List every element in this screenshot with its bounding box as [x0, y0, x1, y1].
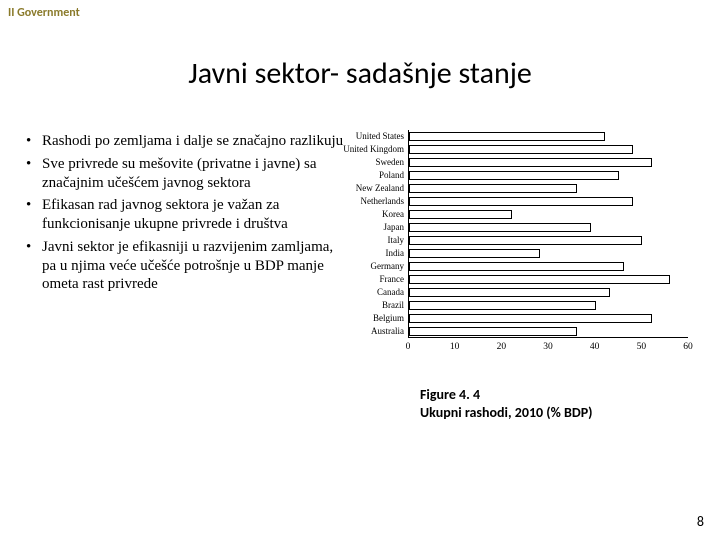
bar: [409, 236, 642, 245]
bar-row: [409, 195, 688, 208]
bar-row: [409, 325, 688, 338]
chart-x-tick: 20: [497, 342, 507, 352]
chart-y-label: Belgium: [332, 312, 404, 325]
chart-y-label: Italy: [332, 234, 404, 247]
bullet-item: Rashodi po zemljama i dalje se značajno …: [24, 132, 344, 151]
bullet-list: Rashodi po zemljama i dalje se značajno …: [24, 132, 344, 298]
chart-y-label: United Kingdom: [332, 143, 404, 156]
bar-row: [409, 169, 688, 182]
bar-row: [409, 182, 688, 195]
bar: [409, 158, 652, 167]
chart-x-tick: 40: [590, 342, 600, 352]
chart-y-label: New Zealand: [332, 182, 404, 195]
page-number: 8: [697, 513, 704, 530]
bar: [409, 249, 540, 258]
bar-row: [409, 299, 688, 312]
bar: [409, 184, 577, 193]
bar-row: [409, 247, 688, 260]
chart-y-label: France: [332, 273, 404, 286]
chart-y-label: Canada: [332, 286, 404, 299]
bar-row: [409, 234, 688, 247]
chart-x-tick: 60: [683, 342, 693, 352]
bar-row: [409, 143, 688, 156]
chart-caption: Figure 4. 4 Ukupni rashodi, 2010 (% BDP): [420, 386, 593, 422]
chart-y-label: Germany: [332, 260, 404, 273]
bar: [409, 275, 670, 284]
chart-x-tick: 0: [406, 342, 411, 352]
caption-line-2: Ukupni rashodi, 2010 (% BDP): [420, 404, 593, 422]
chart-y-label: Sweden: [332, 156, 404, 169]
bullet-item: Javni sektor je efikasniji u razvijenim …: [24, 238, 344, 294]
chart-x-tick: 30: [543, 342, 553, 352]
chart-y-label: Poland: [332, 169, 404, 182]
chart-x-tick: 10: [450, 342, 460, 352]
bar: [409, 210, 512, 219]
bar: [409, 145, 633, 154]
chart-y-label: United States: [332, 130, 404, 143]
chart-y-label: Japan: [332, 221, 404, 234]
caption-line-1: Figure 4. 4: [420, 386, 593, 404]
bar: [409, 132, 605, 141]
bar-row: [409, 208, 688, 221]
page-title: Javni sektor- sadašnje stanje: [0, 55, 720, 92]
chart-x-tick: 50: [637, 342, 647, 352]
bar-row: [409, 130, 688, 143]
bullet-item: Sve privrede su mešovite (privatne i jav…: [24, 155, 344, 193]
bar-row: [409, 156, 688, 169]
bar: [409, 314, 652, 323]
bullet-item: Efikasan rad javnog sektora je važan za …: [24, 196, 344, 234]
bar-row: [409, 221, 688, 234]
bar: [409, 327, 577, 336]
bar: [409, 223, 591, 232]
header-tag: II Government: [8, 6, 80, 20]
bullet-ul: Rashodi po zemljama i dalje se značajno …: [24, 132, 344, 294]
bar-row: [409, 312, 688, 325]
bar: [409, 262, 624, 271]
chart-y-label: Netherlands: [332, 195, 404, 208]
bar: [409, 197, 633, 206]
chart-y-label: India: [332, 247, 404, 260]
chart-y-label: Brazil: [332, 299, 404, 312]
bar: [409, 301, 596, 310]
chart-y-labels: United StatesUnited KingdomSwedenPolandN…: [332, 130, 404, 338]
chart-y-label: Korea: [332, 208, 404, 221]
chart-plot-area: [408, 130, 688, 338]
chart-y-label: Australia: [332, 325, 404, 338]
bar-row: [409, 260, 688, 273]
bar: [409, 171, 619, 180]
bar: [409, 288, 610, 297]
bar-row: [409, 286, 688, 299]
bar-row: [409, 273, 688, 286]
